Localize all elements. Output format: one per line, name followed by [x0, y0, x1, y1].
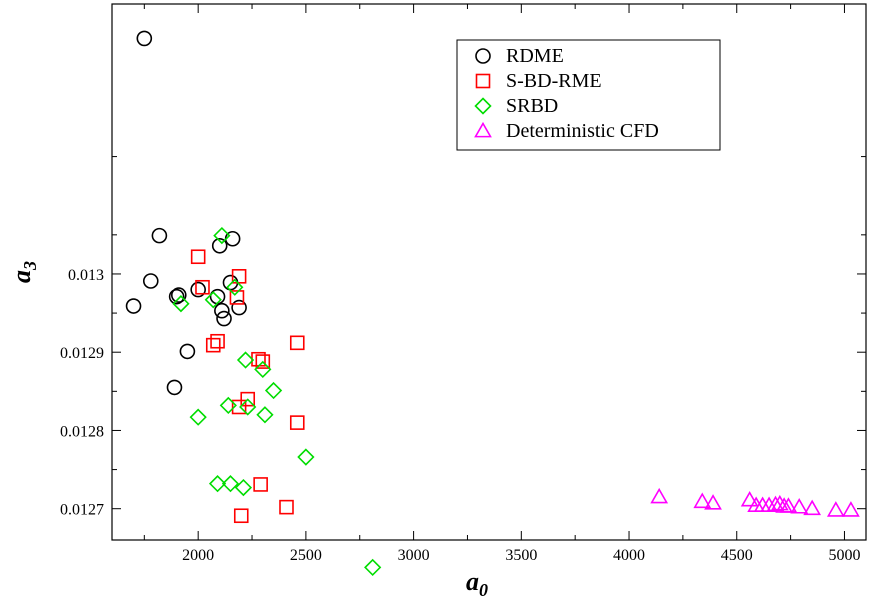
data-point [826, 501, 845, 517]
data-point [231, 399, 247, 415]
legend-label: SRBD [506, 95, 558, 117]
x-axis-label: a0 [466, 567, 488, 596]
x-tick-label: 4000 [613, 547, 645, 564]
data-point [229, 290, 245, 305]
data-point [172, 295, 190, 313]
data-point [214, 302, 230, 319]
data-point [650, 487, 669, 504]
data-point [279, 499, 294, 515]
data-point [211, 237, 228, 254]
data-point [179, 343, 196, 360]
series-s-bd-rme [190, 249, 305, 524]
data-point [213, 226, 231, 245]
data-point [231, 269, 247, 284]
plot-frame [111, 3, 867, 541]
data-point [226, 278, 244, 296]
y-tick-label: 0.0129 [60, 345, 104, 362]
y-tick-label: 0.0127 [60, 502, 104, 519]
data-point [842, 501, 860, 517]
legend-box [456, 39, 721, 151]
data-point [790, 498, 809, 514]
y-axis-label-subscript: 3 [20, 261, 40, 271]
series-deterministic-cfd [650, 487, 860, 517]
data-point [297, 448, 315, 466]
data-point [740, 490, 759, 507]
data-point [233, 508, 249, 524]
data-point [770, 494, 789, 511]
x-tick-label: 2000 [182, 547, 214, 564]
legend-marker [474, 97, 492, 115]
data-point [264, 381, 283, 400]
data-point [289, 335, 305, 351]
x-axis: 2000 2500 3000 3500 4000 4500 5000 [143, 4, 860, 564]
y-tick-label: 0.0128 [60, 423, 104, 440]
data-point [208, 475, 227, 493]
data-point [170, 287, 187, 303]
legend-items: RDME S-BD-RME SRBD Deterministic CFD [474, 45, 659, 142]
x-tick-label: 2500 [290, 547, 322, 564]
x-tick-label: 3000 [398, 547, 430, 564]
data-points [125, 30, 860, 577]
data-point [190, 249, 206, 265]
data-point [240, 391, 256, 407]
data-point [125, 298, 142, 314]
data-point [234, 478, 253, 497]
data-point [254, 360, 272, 379]
y-axis-label-main: a [7, 270, 36, 283]
data-point [693, 492, 712, 509]
data-point [253, 477, 268, 492]
data-point [239, 398, 257, 416]
legend: RDME S-BD-RME SRBD Deterministic CFD [456, 39, 721, 151]
series-rdme [125, 30, 247, 396]
data-point [216, 310, 232, 327]
data-point [221, 475, 240, 493]
data-point [236, 351, 255, 369]
data-point [210, 333, 225, 349]
data-point [219, 396, 237, 415]
data-point [803, 499, 822, 516]
data-point [189, 408, 207, 426]
series-srbd [172, 226, 382, 577]
y-tick-label: 0.013 [68, 267, 104, 284]
y-axis-label: a3 [7, 261, 40, 283]
x-axis-label-main: a [466, 567, 479, 596]
x-tick-label: 4500 [721, 547, 753, 564]
data-point [205, 337, 221, 353]
x-tick-label: 3500 [505, 547, 537, 564]
legend-label: Deterministic CFD [506, 120, 659, 142]
data-point [704, 494, 722, 510]
legend-label: S-BD-RME [506, 70, 602, 92]
data-point [151, 227, 168, 244]
data-point [289, 415, 305, 430]
legend-label: RDME [506, 45, 564, 67]
data-point [256, 406, 274, 424]
x-tick-label: 5000 [828, 547, 860, 564]
data-point [168, 288, 185, 305]
data-point [136, 30, 153, 47]
y-axis: 0.0127 0.0128 0.0129 0.013 [60, 156, 866, 519]
x-axis-label-subscript: 0 [479, 580, 488, 596]
data-point [364, 558, 382, 577]
data-point [166, 379, 183, 396]
data-point [779, 497, 798, 513]
legend-marker [475, 73, 491, 89]
legend-marker [475, 48, 491, 64]
data-point [255, 354, 271, 369]
data-point [142, 273, 159, 289]
data-point [190, 281, 206, 298]
data-point [231, 299, 247, 316]
data-point [204, 291, 222, 309]
data-point [195, 279, 210, 295]
legend-marker [474, 121, 492, 138]
